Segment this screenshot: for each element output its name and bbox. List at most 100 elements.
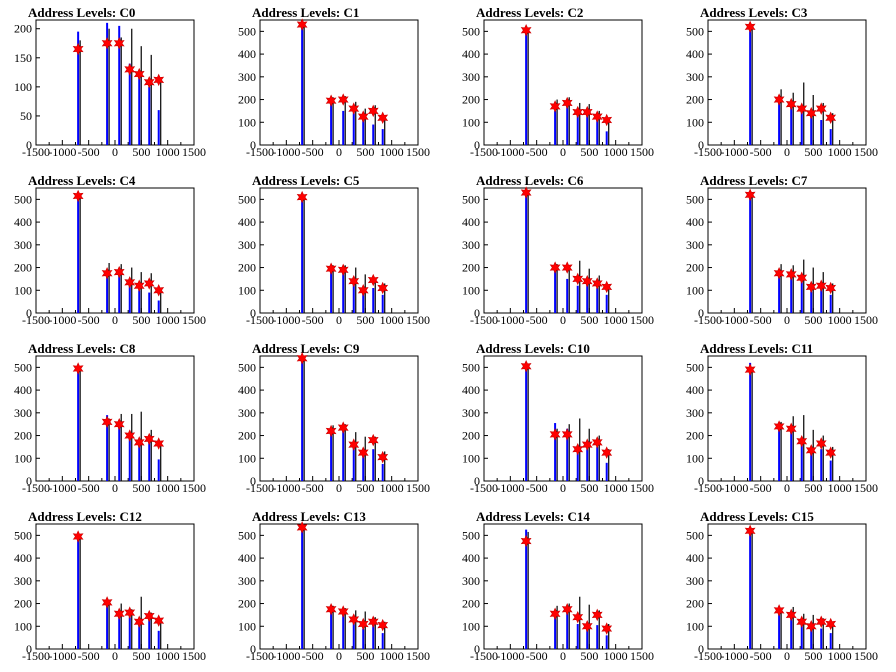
x-tick-label: -1500 [470,649,498,663]
chart-svg: Address Levels: C10100200300400500-1500-… [238,5,430,159]
x-tick-label: 0 [112,481,118,495]
plot-frame [707,355,867,482]
x-tick-label: -500 [526,145,548,159]
y-tick-label: 200 [238,597,256,611]
x-tick-label: 1000 [380,481,404,495]
x-tick-label: -500 [526,649,548,663]
y-tick-label: 400 [686,383,704,397]
star-marker [72,42,84,56]
x-tick-label: -1000 [720,313,748,327]
y-tick-label: 100 [14,619,32,633]
x-tick-label: 0 [112,649,118,663]
x-tick-label: 1000 [604,649,628,663]
star-marker [296,521,308,534]
x-tick-label: -1500 [22,313,50,327]
star-marker [561,603,573,616]
x-tick-label: 1000 [380,313,404,327]
star-marker [805,106,817,120]
y-tick-label: 300 [462,574,480,588]
x-tick-label: 500 [804,313,822,327]
chart-title: Address Levels: C7 [700,173,808,188]
y-tick-label: 400 [238,215,256,229]
star-marker [337,263,349,277]
plot-frame [483,355,643,482]
plot-frame [259,355,419,482]
x-tick-label: 1000 [828,145,852,159]
chart-svg: Address Levels: C15 0 100 200 300 400 500 -1500… [686,509,878,663]
y-tick-label: 0 [698,474,704,488]
chart-title: Address Levels: C6 [476,173,584,188]
chart-svg: Address Levels: C14 0 100 200 300 400 500 -1500… [462,509,654,663]
x-tick-label: -1000 [496,313,524,327]
star-marker [153,614,165,627]
star-marker [796,271,808,284]
star-marker [601,446,613,459]
y-tick-label: 400 [462,383,480,397]
y-tick-label: 100 [462,619,480,633]
star-marker [72,530,84,543]
chart-panel: Address Levels: C9 0 100 200 300 400 500 -1500-… [224,336,448,504]
star-marker [773,420,785,433]
star-marker [348,613,360,626]
star-marker [348,274,360,288]
chart-title: Address Levels: C1 [252,5,359,20]
x-tick-label: 1000 [828,481,852,495]
star-marker [520,534,532,548]
star-marker [133,279,145,292]
star-marker [815,615,827,628]
y-tick-label: 100 [686,283,704,297]
chart-title: Address Levels: C3 [700,5,808,20]
plot-frame [707,187,867,314]
chart-svg: Address Levels: C20100200300400500-1500-… [462,5,654,159]
x-tick-label: 1500 [182,313,206,327]
y-tick-label: 300 [462,406,480,420]
y-tick-label: 300 [14,406,32,420]
x-tick-label: 1500 [182,145,206,159]
x-tick-label: -500 [78,313,100,327]
x-tick-label: -1500 [470,481,498,495]
y-tick-label: 300 [238,238,256,252]
x-tick-label: -500 [302,481,324,495]
y-tick-label: 500 [686,528,704,542]
x-tick-label: 0 [560,145,566,159]
star-marker [325,94,337,107]
plot-frame [35,523,195,650]
y-tick-label: 300 [686,574,704,588]
chart-title: Address Levels: C11 [700,341,813,356]
y-tick-label: 200 [686,93,704,107]
chart-svg: Address Levels: C70100200300400500-1500-… [686,173,878,327]
star-marker [796,102,808,115]
y-tick-label: 300 [462,70,480,84]
star-marker [815,102,827,115]
star-marker [744,20,756,34]
star-marker [113,37,125,50]
chart-svg: Address Levels: C90100200300400500-1500-… [238,341,430,495]
x-tick-label: 1500 [630,481,654,495]
star-marker [581,620,593,633]
star-marker [113,265,125,279]
x-tick-label: -500 [750,145,772,159]
star-marker [337,421,349,434]
star-marker [815,279,827,292]
x-tick-label: 500 [356,145,374,159]
chart-panel: Address Levels: C13 0 100 200 300 400 500 -1500… [224,504,448,672]
star-marker [153,284,165,297]
star-marker [72,189,84,203]
x-tick-label: -1000 [496,649,524,663]
chart-panel: Address Levels: C11 0 100 200 300 400 500 -1500… [672,336,896,504]
y-tick-label: 500 [14,528,32,542]
x-tick-label: 500 [132,649,150,663]
y-tick-label: 500 [14,360,32,374]
x-tick-label: 1500 [406,145,430,159]
x-tick-label: 0 [560,313,566,327]
y-tick-label: 300 [14,574,32,588]
y-tick-label: 300 [238,406,256,420]
star-marker [785,97,797,111]
star-marker [825,111,837,124]
x-tick-label: 1000 [156,649,180,663]
star-marker [124,276,136,289]
chart-panel: Address Levels: C0 0 50 100 150 200 -1500 -1000… [0,0,224,168]
y-tick-label: 400 [462,215,480,229]
star-marker [549,428,561,441]
x-tick-label: -1500 [694,145,722,159]
